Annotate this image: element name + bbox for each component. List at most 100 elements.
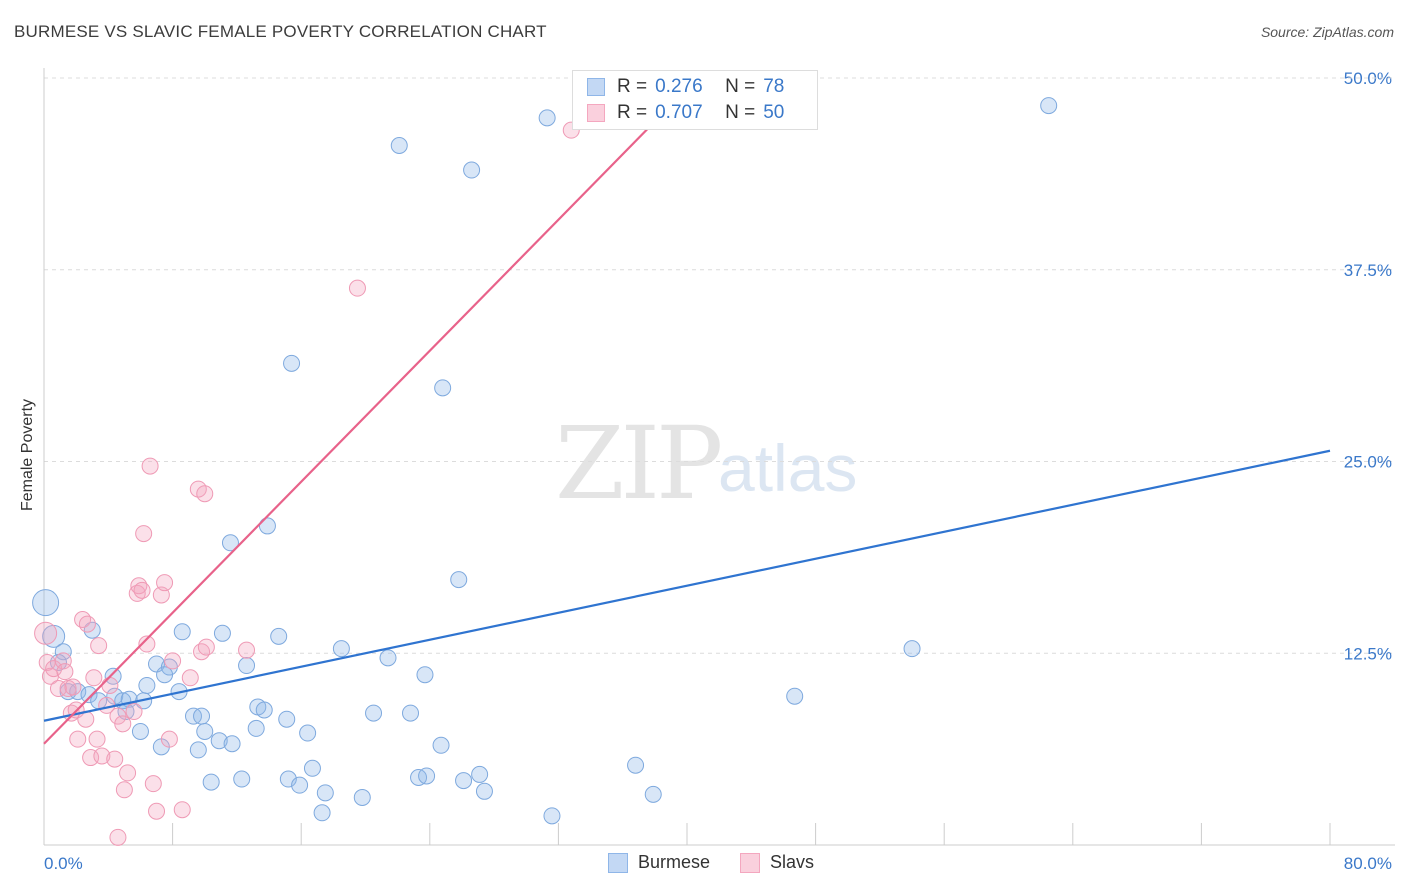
slavs-point: [348, 279, 366, 297]
burmese-point: [238, 657, 256, 675]
slavs-point: [34, 621, 58, 645]
slavs-trend-line: [43, 87, 688, 745]
y-axis-label: Female Poverty: [19, 398, 36, 512]
legend-row-burmese: R = 0.276 N = 78: [587, 76, 784, 98]
burmese-point: [247, 719, 265, 737]
legend-n-label: N =: [725, 102, 756, 123]
burmese-point: [538, 109, 556, 127]
slavs-point: [115, 781, 133, 799]
burmese-point: [54, 643, 72, 661]
burmese-point: [283, 354, 301, 372]
slavs-point: [125, 703, 143, 721]
bottom-legend-swatch-burmese: [608, 852, 628, 873]
burmese-point: [213, 624, 231, 642]
slavs-point: [54, 652, 72, 670]
burmese-point: [291, 776, 309, 794]
slavs-point: [148, 802, 166, 820]
slavs-point: [101, 676, 119, 694]
slavs-point: [164, 652, 182, 670]
slavs-point: [69, 730, 87, 748]
slavs-point: [88, 730, 106, 748]
slavs-point: [64, 678, 82, 696]
slavs-point: [106, 750, 124, 768]
slavs-point: [196, 485, 214, 503]
burmese-point: [390, 136, 408, 154]
slavs-point: [109, 828, 127, 846]
slavs-point: [144, 775, 162, 793]
burmese-point: [80, 686, 98, 704]
burmese-point: [210, 732, 228, 750]
slavs-point: [85, 669, 103, 687]
slavs-point: [49, 680, 67, 698]
slavs-point: [90, 637, 108, 655]
bottom-legend: Burmese Slavs: [608, 852, 844, 873]
burmese-point: [316, 784, 334, 802]
burmese-point: [173, 623, 191, 641]
burmese-point: [332, 640, 350, 658]
slavs-point: [56, 663, 74, 681]
burmese-point: [432, 736, 450, 754]
burmese-point: [138, 676, 156, 694]
burmese-point: [450, 571, 468, 589]
slavs-point: [138, 635, 156, 653]
burmese-point: [299, 724, 317, 742]
slavs-point: [135, 525, 153, 543]
slavs-point: [74, 611, 92, 629]
burmese-point: [903, 640, 921, 658]
legend-r-value: 0.276: [655, 76, 703, 97]
slavs-point: [238, 641, 256, 659]
burmese-point: [255, 701, 273, 719]
burmese-point: [32, 589, 60, 617]
burmese-point: [434, 379, 452, 397]
bottom-legend-swatch-slavs: [740, 852, 761, 873]
watermark-atlas: atlas: [718, 431, 858, 505]
slavs-point: [130, 577, 148, 595]
legend-n-value: 78: [763, 76, 785, 97]
legend-r-value: 0.707: [655, 102, 703, 123]
burmese-point: [202, 773, 220, 791]
burmese-point: [1040, 97, 1058, 115]
legend-r-label: R =: [617, 102, 648, 123]
burmese-point: [365, 704, 383, 722]
slavs-point: [141, 457, 159, 475]
chart-title: BURMESE VS SLAVIC FEMALE POVERTY CORRELA…: [14, 22, 547, 41]
burmese-point: [196, 722, 214, 740]
burmese-point: [258, 517, 276, 535]
slavs-point: [197, 638, 215, 656]
burmese-point: [543, 807, 561, 825]
burmese-point: [475, 782, 493, 800]
y-tick-label: 12.5%: [1344, 644, 1392, 663]
burmese-point: [156, 666, 174, 684]
bottom-legend-label-slavs: Slavs: [770, 852, 815, 872]
slavs-point: [173, 801, 191, 819]
legend-row-slavs: R = 0.707 N = 50: [587, 102, 784, 124]
bottom-legend-burmese: Burmese: [608, 852, 710, 873]
burmese-point: [418, 767, 436, 785]
legend-swatch-slavs: [587, 104, 605, 122]
burmese-point: [221, 534, 239, 552]
x-tick-label: 80.0%: [1344, 854, 1392, 873]
burmese-point: [402, 704, 420, 722]
burmese-point: [416, 666, 434, 684]
burmese-point: [786, 687, 804, 705]
legend-n-label: N =: [725, 76, 756, 97]
burmese-point: [189, 741, 207, 759]
burmese-point: [278, 710, 296, 728]
burmese-point: [131, 722, 149, 740]
burmese-point: [353, 788, 371, 806]
burmese-point: [644, 785, 662, 803]
legend-swatch-burmese: [587, 78, 605, 96]
legend: R = 0.276 N = 78 R = 0.707 N = 50: [572, 70, 818, 130]
burmese-trend-line: [43, 449, 1331, 722]
bottom-legend-slavs: Slavs: [740, 852, 814, 873]
slavs-point: [193, 643, 211, 661]
burmese-point: [270, 627, 288, 645]
burmese-point: [463, 161, 481, 179]
y-tick-label: 37.5%: [1344, 261, 1392, 280]
slavs-point: [181, 669, 199, 687]
slavs-point: [114, 715, 132, 733]
burmese-point: [379, 649, 397, 667]
x-tick-label: 0.0%: [44, 854, 83, 873]
burmese-point: [303, 759, 321, 777]
slavs-point: [133, 581, 151, 599]
